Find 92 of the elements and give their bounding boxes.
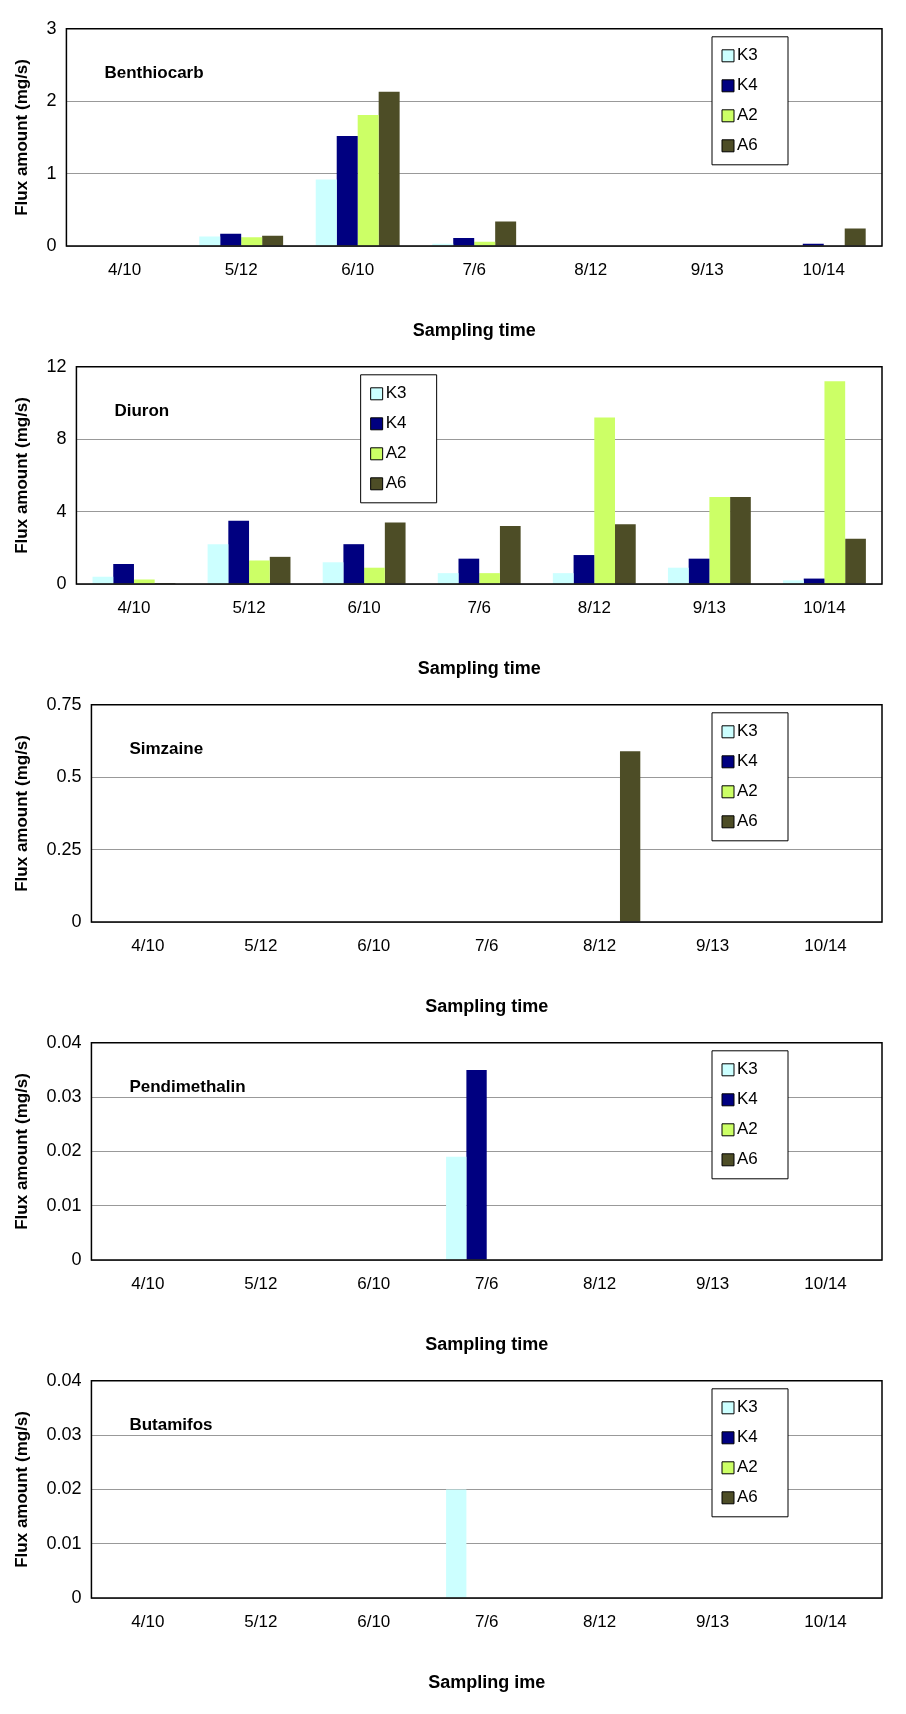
y-tick-label: 0.01 <box>46 1194 82 1215</box>
x-tick-label: 8/12 <box>577 597 611 617</box>
text: Diuron <box>114 401 170 421</box>
y-tick-label: 0.04 <box>46 1031 82 1052</box>
x-tick-label: 10/14 <box>804 1273 847 1293</box>
y-tick-label: 0.03 <box>46 1086 82 1107</box>
x-axis-title: Sampling time <box>417 658 541 679</box>
legend-label: K3 <box>737 1059 758 1079</box>
x-tick-label: 4/10 <box>131 1611 165 1631</box>
legend-label: A2 <box>737 105 758 125</box>
x-tick-label: 5/12 <box>244 935 278 955</box>
legend-label: K3 <box>737 721 758 741</box>
x-tick-label: 9/13 <box>696 1273 730 1293</box>
x-tick-label: 7/6 <box>467 597 492 617</box>
text: Simzaine <box>129 739 204 759</box>
y-axis-title: Flux amount (mg/s) <box>11 1411 31 1568</box>
y-tick-label: 2 <box>46 90 57 111</box>
legend-label: A2 <box>737 781 758 801</box>
x-tick-label: 7/6 <box>474 1611 499 1631</box>
y-tick-label: 0.5 <box>56 766 82 787</box>
legend-label: K4 <box>737 1089 758 1109</box>
legend-label: A2 <box>737 1119 758 1139</box>
legend-label: K4 <box>385 413 407 433</box>
y-tick-label: 4 <box>56 500 67 521</box>
legend-label: K4 <box>737 751 758 771</box>
y-axis-title: Flux amount (mg/s) <box>11 735 31 892</box>
legend-label: K3 <box>737 45 758 65</box>
y-tick-label: 0.25 <box>46 838 82 859</box>
x-tick-label: 4/10 <box>117 597 151 617</box>
y-axis-title: Flux amount (mg/s) <box>11 1073 31 1230</box>
x-tick-label: 9/13 <box>690 259 724 279</box>
y-tick-label: 0.02 <box>46 1140 82 1161</box>
x-tick-label: 8/12 <box>574 259 608 279</box>
x-tick-label: 4/10 <box>131 1273 165 1293</box>
x-tick-label: 6/10 <box>357 1611 391 1631</box>
y-tick-label: 0.03 <box>46 1424 82 1445</box>
y-tick-label: 12 <box>46 355 67 376</box>
x-tick-label: 7/6 <box>474 1273 499 1293</box>
y-tick-label: 0 <box>71 1248 82 1269</box>
y-tick-label: 0 <box>71 910 82 931</box>
x-tick-label: 8/12 <box>583 935 617 955</box>
x-tick-label: 4/10 <box>108 259 142 279</box>
y-tick-label: 0.04 <box>46 1369 82 1390</box>
x-tick-label: 5/12 <box>244 1273 278 1293</box>
legend-label: A2 <box>385 443 407 463</box>
x-tick-label: 5/12 <box>244 1611 278 1631</box>
x-tick-label: 5/12 <box>224 259 258 279</box>
y-tick-label: 0 <box>71 1586 82 1607</box>
y-tick-label: 0.02 <box>46 1478 82 1499</box>
x-tick-label: 8/12 <box>583 1273 617 1293</box>
legend-label: A6 <box>737 1487 758 1507</box>
text: Benthiocarb <box>104 63 204 83</box>
x-tick-label: 4/10 <box>131 935 165 955</box>
x-tick-label: 9/13 <box>696 1611 730 1631</box>
x-axis-title: Sampling time <box>425 996 549 1017</box>
x-tick-label: 5/12 <box>232 597 266 617</box>
y-tick-label: 0 <box>46 234 57 255</box>
x-tick-label: 10/14 <box>804 1611 847 1631</box>
legend-label: A6 <box>737 135 758 155</box>
x-tick-label: 10/14 <box>804 935 847 955</box>
y-axis-title: Flux amount (mg/s) <box>11 59 31 216</box>
legend-label: A6 <box>737 811 758 831</box>
x-tick-label: 6/10 <box>357 1273 391 1293</box>
x-axis-title: Sampling time <box>425 1334 549 1355</box>
legend-label: A2 <box>737 1457 758 1477</box>
y-tick-label: 1 <box>46 162 57 183</box>
text: Pendimethalin <box>129 1077 246 1097</box>
y-tick-label: 0 <box>56 572 67 593</box>
text: Butamifos <box>129 1415 213 1435</box>
x-axis-title: Sampling ime <box>428 1672 546 1693</box>
legend-label: A6 <box>737 1149 758 1169</box>
x-axis-title: Sampling time <box>412 320 536 341</box>
y-tick-label: 0.75 <box>46 693 82 714</box>
x-tick-label: 8/12 <box>583 1611 617 1631</box>
legend-label: K3 <box>385 383 407 403</box>
legend-label: K3 <box>737 1397 758 1417</box>
y-tick-label: 8 <box>56 428 67 449</box>
x-tick-label: 7/6 <box>474 935 499 955</box>
x-tick-label: 6/10 <box>347 597 381 617</box>
x-tick-label: 10/14 <box>802 259 846 279</box>
x-tick-label: 9/13 <box>692 597 726 617</box>
y-tick-label: 0.01 <box>46 1532 82 1553</box>
x-tick-label: 10/14 <box>803 597 846 617</box>
x-tick-label: 7/6 <box>462 259 487 279</box>
legend-label: K4 <box>737 1427 758 1447</box>
legend-label: K4 <box>737 75 758 95</box>
y-tick-label: 3 <box>46 17 57 38</box>
y-axis-title: Flux amount (mg/s) <box>11 397 31 554</box>
legend-label: A6 <box>385 473 407 493</box>
x-tick-label: 9/13 <box>696 935 730 955</box>
x-tick-label: 6/10 <box>357 935 391 955</box>
x-tick-label: 6/10 <box>341 259 375 279</box>
